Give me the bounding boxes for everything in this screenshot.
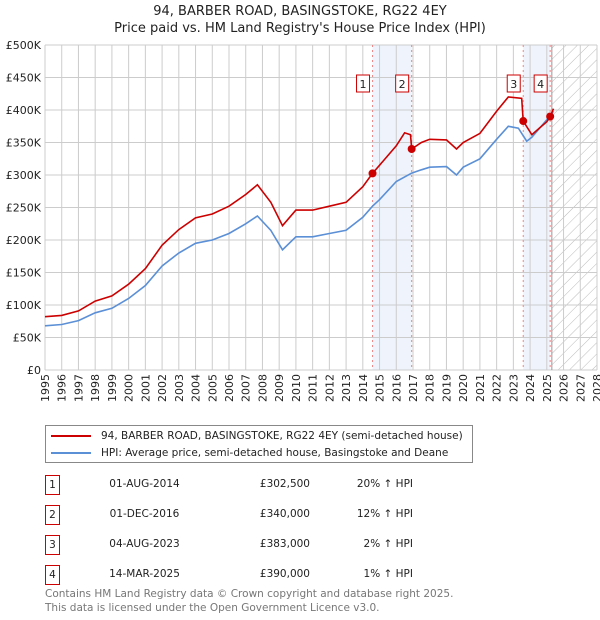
sale-point	[407, 145, 416, 153]
x-tick-label: 2013	[340, 374, 353, 402]
x-tick-label: 2025	[541, 374, 554, 402]
sale-label-box	[356, 74, 371, 93]
sale-number: 2	[45, 505, 60, 525]
sale-price: £302,500	[259, 478, 310, 490]
sale-label-box	[533, 74, 548, 93]
sale-row: 1 01-AUG-2014 £302,500 20% ↑ HPI	[45, 475, 445, 495]
property-line-swatch	[51, 435, 91, 437]
legend-property: 94, BARBER ROAD, BASINGSTOKE, RG22 4EY (…	[101, 430, 463, 442]
sale-row: 3 04-AUG-2023 £383,000 2% ↑ HPI	[45, 535, 445, 555]
sale-point	[546, 112, 555, 121]
x-tick-label: 2019	[440, 374, 453, 402]
sale-row: 4 14-MAR-2025 £390,000 1% ↑ HPI	[45, 565, 445, 585]
property-line	[44, 96, 555, 318]
x-tick-label: 2004	[190, 374, 203, 402]
x-tick-label: 2003	[173, 374, 186, 402]
sale-date: 04-AUG-2023	[109, 538, 180, 550]
x-tick-label: 2028	[591, 374, 600, 402]
price-chart: 1995 1996 1997 1998 1999 2000 2001 2002 2003 2004…	[6, 39, 600, 402]
sale-hpi-change: 12% ↑ HPI	[356, 508, 413, 520]
footer-licence: This data is licensed under the Open Gov…	[45, 602, 380, 614]
sale-label-box	[395, 74, 410, 93]
y-tick-label: £0	[27, 364, 41, 377]
hpi-line-swatch	[51, 452, 91, 454]
x-tick-label: 1997	[72, 374, 85, 402]
y-tick-label: £450K	[6, 72, 42, 85]
y-tick-label: £400K	[6, 104, 42, 117]
sale-number: 3	[45, 535, 60, 555]
sale-number: 1	[45, 475, 60, 495]
sale-point	[368, 169, 377, 178]
x-tick-label: 1998	[89, 374, 102, 402]
x-tick-label: 2017	[407, 374, 420, 402]
x-tick-label: 2021	[474, 374, 487, 402]
x-tick-label: 2002	[156, 374, 169, 402]
sale-label-box	[506, 74, 521, 93]
x-tick-label: 2012	[323, 374, 336, 402]
sale-price: £390,000	[259, 568, 310, 580]
x-tick-label: 2009	[273, 374, 286, 402]
sale-label-number: 2	[399, 78, 406, 91]
x-tick-label: 2005	[206, 374, 219, 402]
sale-price: £383,000	[259, 538, 310, 550]
x-tick-label: 2001	[139, 374, 152, 402]
sale-label-number: 4	[537, 78, 544, 91]
sale-hpi-change: 1% ↑ HPI	[363, 568, 413, 580]
y-tick-label: £500K	[6, 39, 42, 52]
y-tick-label: £150K	[6, 267, 42, 280]
sale-hpi-change: 20% ↑ HPI	[356, 478, 413, 490]
x-tick-label: 2016	[390, 374, 403, 402]
sale-label-number: 3	[510, 78, 517, 91]
x-tick-label: 2015	[374, 374, 387, 402]
x-tick-label: 2008	[256, 374, 269, 402]
chart-title: 94, BARBER ROAD, BASINGSTOKE, RG22 4EY	[153, 4, 447, 19]
x-tick-label: 2023	[507, 374, 520, 402]
x-tick-label: 2020	[457, 374, 470, 402]
chart-subtitle: Price paid vs. HM Land Registry's House …	[114, 21, 486, 36]
footer-copyright: Contains HM Land Registry data © Crown c…	[45, 588, 454, 600]
x-tick-label: 2024	[524, 374, 537, 402]
x-tick-label: 2011	[307, 374, 320, 402]
x-tick-label: 2026	[558, 374, 571, 402]
sale-row: 2 01-DEC-2016 £340,000 12% ↑ HPI	[45, 505, 445, 525]
legend-hpi: HPI: Average price, semi-detached house,…	[101, 447, 449, 459]
sale-date: 01-DEC-2016	[109, 508, 180, 520]
y-tick-label: £50K	[13, 332, 42, 345]
y-tick-label: £200K	[6, 234, 42, 247]
x-tick-label: 2000	[123, 374, 136, 402]
x-tick-label: 1995	[39, 374, 52, 402]
sale-number: 4	[45, 565, 60, 585]
y-tick-label: £250K	[6, 202, 42, 215]
x-tick-label: 2006	[223, 374, 236, 402]
sale-point	[519, 117, 528, 126]
sale-date: 01-AUG-2014	[109, 478, 180, 490]
x-tick-label: 2014	[357, 374, 370, 402]
sale-hpi-change: 2% ↑ HPI	[363, 538, 413, 550]
legend: 94, BARBER ROAD, BASINGSTOKE, RG22 4EY (…	[45, 425, 473, 463]
y-tick-label: £350K	[6, 137, 42, 150]
x-tick-label: 1996	[56, 374, 69, 402]
sale-label-number: 1	[360, 78, 367, 91]
x-tick-label: 2007	[240, 374, 253, 402]
hpi-line	[44, 110, 555, 327]
x-tick-label: 2018	[424, 374, 437, 402]
x-tick-label: 2022	[491, 374, 504, 402]
x-tick-label: 2027	[574, 374, 587, 402]
y-tick-label: £100K	[6, 299, 42, 312]
y-tick-label: £300K	[6, 169, 42, 182]
x-tick-label: 2010	[290, 374, 303, 402]
sale-date: 14-MAR-2025	[109, 568, 180, 580]
sale-price: £340,000	[259, 508, 310, 520]
x-tick-label: 1999	[106, 374, 119, 402]
